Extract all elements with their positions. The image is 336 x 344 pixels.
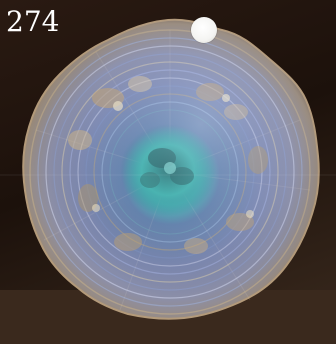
white-dot-sticker <box>191 17 217 43</box>
bowl-sheen <box>23 19 319 319</box>
lot-number: 274 <box>6 5 60 38</box>
